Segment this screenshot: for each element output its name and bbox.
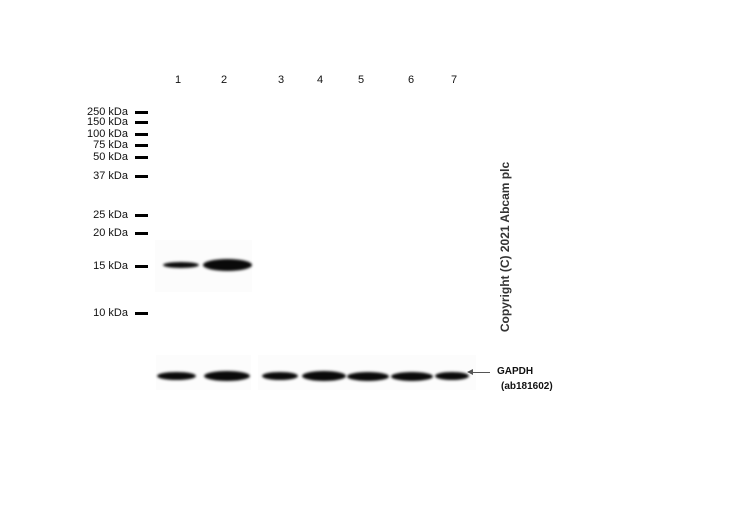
marker-tick: [135, 144, 148, 147]
lane-label: 7: [450, 74, 458, 86]
marker-label: 250 kDa: [87, 106, 128, 118]
target-band-lane-2: [203, 259, 252, 271]
gapdh-band-lane-2: [204, 371, 250, 381]
copyright-text: Copyright (C) 2021 Abcam plc: [498, 161, 512, 333]
ladder-marker: 25 kDa: [70, 209, 150, 221]
ladder-marker: 37 kDa: [70, 170, 150, 182]
marker-tick: [135, 133, 148, 136]
marker-tick: [135, 156, 148, 159]
gapdh-band-lane-4: [302, 371, 346, 381]
ladder-marker: 50 kDa: [70, 151, 150, 163]
ladder-marker: 250 kDa: [70, 106, 150, 118]
arrow-left-icon: [467, 369, 490, 375]
marker-label: 100 kDa: [87, 128, 128, 140]
gapdh-band-lane-6: [391, 371, 433, 381]
lane-label: 6: [407, 74, 415, 86]
gapdh-band-lane-1: [157, 372, 196, 380]
marker-tick: [135, 121, 148, 124]
gapdh-band-lane-3: [262, 372, 298, 380]
lane-label: 5: [357, 74, 365, 86]
lane-label: 4: [316, 74, 324, 86]
marker-label: 50 kDa: [93, 151, 128, 163]
marker-tick: [135, 265, 148, 268]
gapdh-antibody-label: (ab181602): [501, 381, 553, 392]
marker-label: 37 kDa: [93, 170, 128, 182]
gapdh-band-lane-5: [347, 371, 389, 381]
ladder-marker: 75 kDa: [70, 139, 150, 151]
ladder-marker: 100 kDa: [70, 128, 150, 140]
lane-label: 1: [174, 74, 182, 86]
marker-label: 75 kDa: [93, 139, 128, 151]
marker-tick: [135, 214, 148, 217]
marker-label: 20 kDa: [93, 227, 128, 239]
ladder-marker: 10 kDa: [70, 307, 150, 319]
marker-tick: [135, 312, 148, 315]
gapdh-band-lane-7: [435, 372, 469, 380]
marker-tick: [135, 111, 148, 114]
marker-label: 25 kDa: [93, 209, 128, 221]
marker-tick: [135, 175, 148, 178]
marker-tick: [135, 232, 148, 235]
ladder-marker: 15 kDa: [70, 260, 150, 272]
target-band-lane-1: [163, 262, 199, 268]
ladder-marker: 150 kDa: [70, 116, 150, 128]
lane-label: 2: [220, 74, 228, 86]
ladder-marker: 20 kDa: [70, 227, 150, 239]
gapdh-label: GAPDH: [497, 366, 534, 377]
lane-label: 3: [277, 74, 285, 86]
marker-label: 10 kDa: [93, 307, 128, 319]
marker-label: 15 kDa: [93, 260, 128, 272]
marker-label: 150 kDa: [87, 116, 128, 128]
